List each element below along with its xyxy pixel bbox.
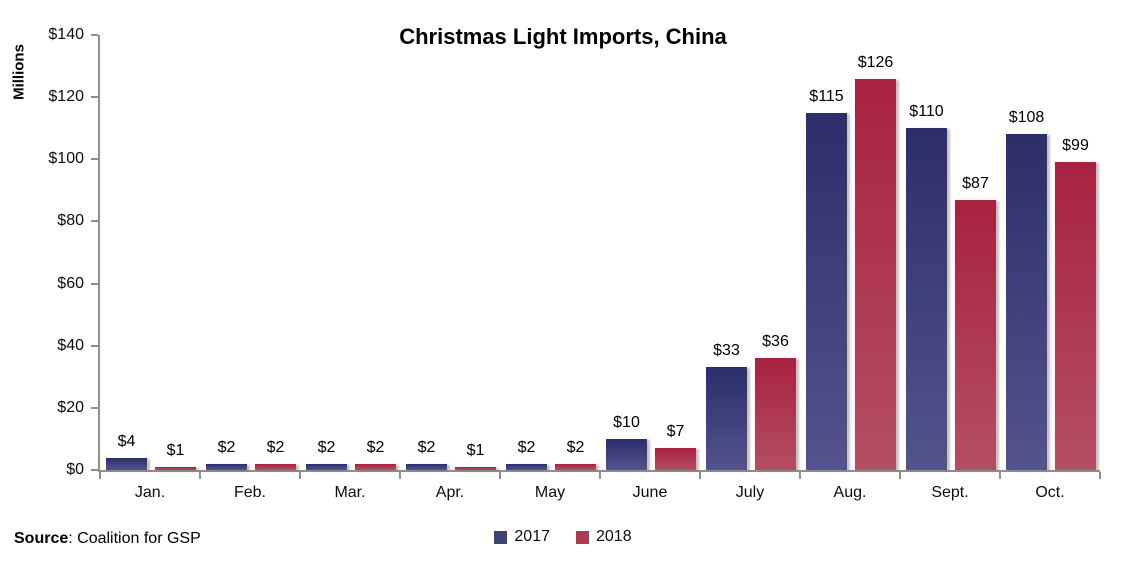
bar-label-2018-sept: $87: [962, 174, 989, 192]
bar-2017-mar: [306, 463, 347, 470]
bar-2018-july: [755, 358, 796, 470]
bar-2017-aug: [806, 112, 847, 470]
bar-2018-jan: [155, 466, 196, 470]
bar-2018-aug: [855, 78, 896, 470]
y-tick-140: [91, 34, 98, 36]
bar-2018-mar: [355, 463, 396, 470]
bar-label-2018-july: $36: [762, 333, 789, 351]
x-label-mar: Mar.: [334, 484, 366, 501]
x-tick-7: [799, 472, 801, 479]
x-label-july: July: [735, 484, 765, 501]
x-tick-8: [899, 472, 901, 479]
legend: 2017 2018: [0, 528, 1126, 546]
legend-item-2018: 2018: [576, 528, 632, 546]
legend-swatch-2018: [576, 530, 589, 544]
bar-2017-sept: [906, 128, 947, 470]
legend-item-2017: 2017: [494, 528, 550, 546]
bar-label-2017-jan: $4: [117, 432, 136, 450]
bar-label-2017-feb: $2: [217, 438, 236, 456]
x-tick-9: [999, 472, 1001, 479]
bar-2018-may: [555, 463, 596, 470]
bar-label-2017-june: $10: [613, 413, 640, 431]
x-tick-5: [599, 472, 601, 479]
x-tick-6: [699, 472, 701, 479]
bar-2018-feb: [255, 463, 296, 470]
bar-label-2018-may: $2: [566, 438, 585, 456]
y-tick-60: [91, 282, 98, 285]
x-label-aug: Aug.: [833, 484, 867, 501]
y-tick-100: [91, 158, 98, 161]
y-tick-20: [91, 406, 98, 409]
bar-label-2017-mar: $2: [317, 438, 336, 456]
bar-label-2018-feb: $2: [266, 438, 285, 456]
bar-label-2017-aug: $115: [809, 87, 844, 105]
source-label: Source: [14, 530, 69, 547]
y-tick-label-120: $120: [48, 88, 84, 106]
plot-area: $4 $2 $2 $2 $2 $10 $33 $115 $110 $108 $1 $2 $2 $1 $2 $7…: [91, 34, 1101, 479]
chart-title: Christmas Light Imports, China: [399, 24, 727, 49]
bar-2018-june: [655, 448, 696, 470]
x-tick-4: [499, 472, 501, 479]
y-tick-80: [91, 220, 98, 223]
bar-label-2017-apr: $2: [417, 438, 436, 456]
bar-label-2018-apr: $1: [466, 441, 485, 459]
bar-label-2018-oct: $99: [1062, 137, 1089, 155]
y-tick-0: [91, 469, 98, 471]
bar-label-2017-oct: $108: [1008, 109, 1045, 127]
x-label-sept: Sept.: [931, 484, 969, 501]
bar-2017-apr: [406, 463, 447, 470]
bar-2017-jan: [106, 457, 147, 470]
bar-2017-feb: [206, 463, 247, 470]
bar-2017-oct: [1006, 134, 1047, 470]
x-label-apr: Apr.: [435, 484, 465, 501]
x-label-jan: Jan.: [134, 484, 166, 501]
y-tick-label-60: $60: [57, 274, 84, 292]
x-label-may: May: [534, 484, 566, 501]
y-tick-label-100: $100: [48, 150, 84, 168]
x-tick-1: [199, 472, 201, 479]
bar-label-2018-jan: $1: [166, 441, 185, 459]
x-label-june: June: [632, 484, 668, 501]
source-text: : Coalition for GSP: [68, 530, 201, 547]
bar-label-2018-mar: $2: [366, 438, 385, 456]
y-tick-label-40: $40: [57, 336, 84, 354]
x-label-oct: Oct.: [1035, 484, 1065, 501]
bar-label-2017-july: $33: [713, 342, 740, 360]
legend-swatch-2017: [494, 530, 508, 544]
y-tick-40: [91, 344, 98, 347]
bar-label-2017-may: $2: [517, 438, 536, 456]
bar-2017-june: [606, 438, 647, 470]
bar-2017-may: [506, 463, 547, 470]
x-label-feb: Feb.: [233, 484, 266, 501]
y-tick-label-80: $80: [57, 212, 84, 230]
x-tick-0: [99, 472, 101, 479]
bar-label-2017-sept: $110: [909, 103, 944, 121]
legend-label-2018: 2018: [596, 528, 632, 545]
bar-label-2018-aug: $126: [857, 53, 894, 71]
source-note: Source: Coalition for GSP: [14, 530, 201, 548]
bar-2018-sept: [955, 199, 996, 470]
bar-2017-july: [706, 367, 747, 470]
x-tick-2: [299, 472, 301, 479]
y-tick-label-20: $20: [57, 398, 84, 416]
bar-2018-oct: [1055, 162, 1096, 470]
bar-2018-apr: [455, 466, 496, 470]
y-tick-label-140: $140: [48, 26, 84, 43]
legend-label-2017: 2017: [514, 528, 550, 545]
x-tick-10: [1099, 472, 1101, 479]
bar-label-2018-june: $7: [666, 423, 685, 441]
y-tick-label-0: $0: [66, 461, 84, 478]
y-tick-120: [91, 96, 98, 99]
x-tick-3: [399, 472, 401, 479]
